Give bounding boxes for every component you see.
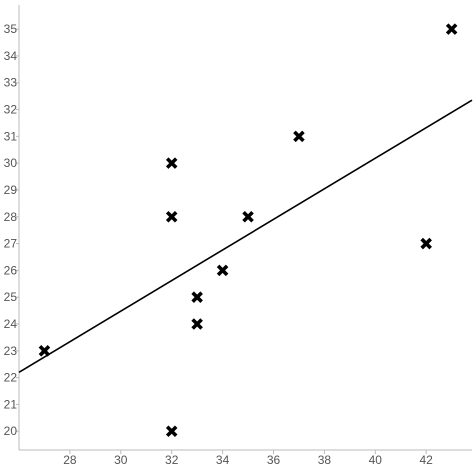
y-tick-label: 34	[4, 49, 18, 63]
y-tick-label: 26	[4, 263, 18, 277]
y-tick-label: 35	[4, 22, 18, 36]
x-tick-label: 32	[165, 453, 179, 466]
tick-labels: 28 30 32 34 36 38 40 42 20 21 22 23 24 25 26 27 28 29 30 31…	[4, 22, 434, 466]
data-point	[38, 345, 51, 357]
y-tick-label: 23	[4, 344, 18, 358]
data-points	[38, 23, 458, 438]
y-tick-label: 30	[4, 156, 18, 170]
y-tick-label: 31	[4, 129, 18, 143]
y-tick-label: 20	[4, 424, 18, 438]
y-tick-label: 29	[4, 183, 18, 197]
x-tick-label: 30	[114, 453, 128, 466]
y-tick-label: 33	[4, 76, 18, 90]
data-point	[293, 130, 305, 143]
data-point	[165, 425, 178, 438]
trendline	[18, 99, 473, 373]
data-point	[445, 23, 458, 35]
y-tick-label: 21	[4, 397, 18, 411]
x-tick-label: 40	[369, 453, 383, 466]
data-point	[165, 157, 178, 169]
data-point	[191, 291, 203, 303]
y-tick-label: 28	[4, 210, 18, 224]
data-point	[191, 318, 203, 330]
data-point	[216, 264, 229, 277]
x-tick-label: 34	[216, 453, 230, 466]
x-tick-label: 42	[420, 453, 434, 466]
data-point	[242, 211, 254, 223]
trendline-group	[18, 99, 473, 373]
y-tick-label: 24	[4, 317, 18, 331]
data-point	[165, 211, 178, 223]
axes	[18, 5, 472, 451]
y-tick-label: 22	[4, 371, 18, 385]
data-point	[420, 237, 432, 250]
y-tick-label: 27	[4, 237, 18, 251]
y-tick-label: 25	[4, 290, 18, 304]
x-tick-label: 28	[63, 453, 77, 466]
y-tick-label: 32	[4, 103, 18, 117]
x-tick-label: 38	[318, 453, 332, 466]
x-tick-label: 36	[267, 453, 281, 466]
